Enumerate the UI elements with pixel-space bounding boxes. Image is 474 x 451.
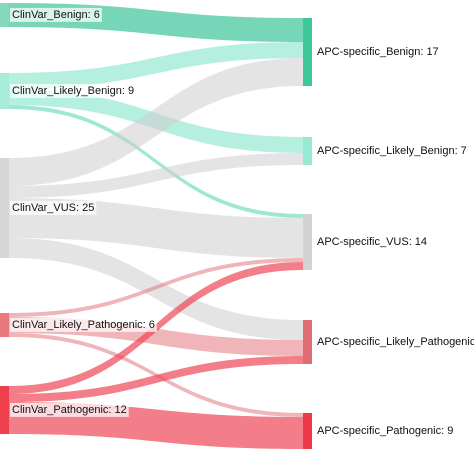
link-cv_p-to-apc_lp[interactable] [9,356,303,402]
label-background [315,44,441,59]
node-label-apc_lb: APC-specific_Likely_Benign: 7 [317,145,467,157]
node-cv_b[interactable] [0,3,9,27]
link-cv_lb-to-apc_vus[interactable] [9,105,303,218]
node-label-cv_vus: ClinVar_VUS: 25 [12,202,94,214]
sankey-nodes [0,3,312,449]
label-background [10,200,97,215]
label-background [10,83,137,98]
node-label-cv_lb: ClinVar_Likely_Benign: 9 [12,85,134,97]
link-cv_lp-to-apc_vus[interactable] [9,258,303,317]
label-background [315,234,430,249]
node-apc_lb[interactable] [303,137,312,165]
label-background [315,334,474,349]
node-label-apc_vus: APC-specific_VUS: 14 [317,236,427,248]
node-label-cv_b: ClinVar_Benign: 6 [12,9,100,21]
node-apc_lp[interactable] [303,320,312,364]
label-background [315,143,469,158]
node-cv_lp[interactable] [0,313,9,337]
node-cv_vus[interactable] [0,158,9,258]
node-apc_p[interactable] [303,413,312,449]
node-apc_b[interactable] [303,18,312,86]
label-background [10,317,157,332]
label-background [315,423,456,438]
link-cv_vus-to-apc_b[interactable] [9,58,303,186]
node-apc_vus[interactable] [303,214,312,270]
node-cv_lb[interactable] [0,73,9,109]
node-cv_p[interactable] [0,386,9,434]
label-background [10,402,129,417]
sankey-labels: ClinVar_Benign: 6 ClinVar_Likely_Benign: … [10,7,474,438]
node-label-apc_lp: APC-specific_Likely_Pathogenic: 11 [317,336,474,348]
link-cv_lb-to-apc_b[interactable] [9,42,303,89]
sankey-links [9,3,303,449]
link-cv_vus-to-apc_lb[interactable] [9,153,303,198]
node-label-apc_p: APC-specific_Pathogenic: 9 [317,425,453,437]
label-background [10,7,102,22]
node-label-cv_p: ClinVar_Pathogenic: 12 [12,404,127,416]
node-label-apc_b: APC-specific_Benign: 17 [317,46,439,58]
node-label-cv_lp: ClinVar_Likely_Pathogenic: 6 [12,319,155,331]
